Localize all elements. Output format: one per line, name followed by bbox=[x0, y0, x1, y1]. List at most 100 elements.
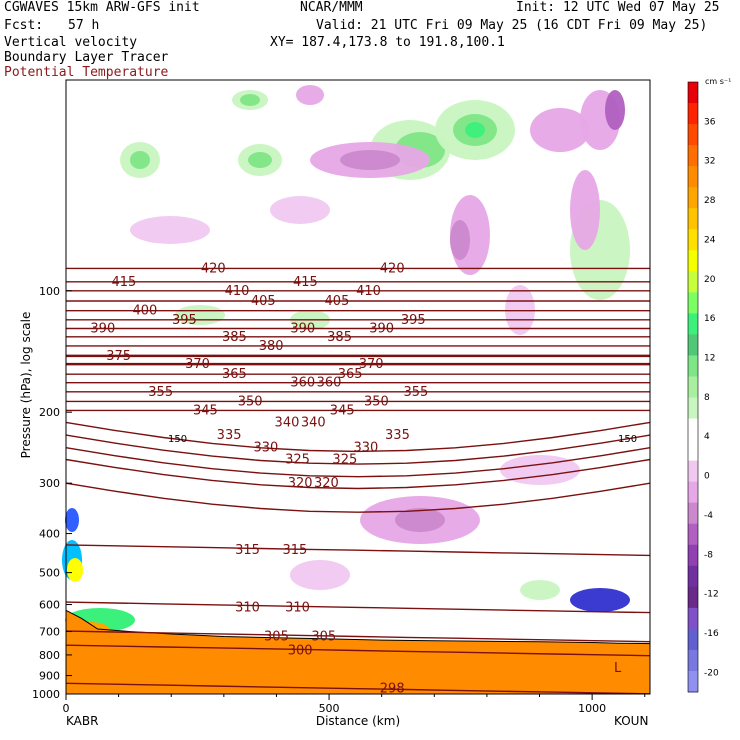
forecast-label: Fcst: bbox=[4, 18, 44, 33]
colorbar-swatch bbox=[688, 166, 698, 188]
theta-label-395: 395 bbox=[401, 313, 426, 328]
theta-label-370: 370 bbox=[359, 357, 384, 372]
y-axis-label: Pressure (hPa), log scale bbox=[19, 312, 33, 459]
colorbar-swatch bbox=[688, 502, 698, 525]
theta-label-330: 330 bbox=[353, 441, 378, 456]
colorbar-label: 20 bbox=[704, 275, 716, 285]
theta-label-365: 365 bbox=[338, 367, 363, 382]
y-tick-label: 900 bbox=[39, 670, 60, 683]
theta-label-385: 385 bbox=[222, 330, 247, 345]
colorbar-label: -8 bbox=[704, 550, 713, 560]
velocity-blob bbox=[296, 85, 324, 105]
velocity-blob bbox=[530, 108, 590, 152]
colorbar-label: 0 bbox=[704, 472, 710, 482]
velocity-blob bbox=[465, 122, 485, 138]
theta-label-410: 410 bbox=[225, 284, 250, 299]
theta-label-415: 415 bbox=[111, 275, 136, 290]
colorbar-label: 36 bbox=[704, 117, 716, 127]
theta-label-310: 310 bbox=[285, 600, 310, 615]
theta-label-395: 395 bbox=[172, 313, 197, 328]
colorbar-swatch bbox=[688, 82, 698, 104]
x-tick-label: 500 bbox=[319, 702, 340, 715]
theta-label-325: 325 bbox=[285, 452, 310, 467]
theta-label-345: 345 bbox=[193, 403, 218, 418]
colorbar-label: 16 bbox=[704, 314, 716, 324]
theta-label-315: 315 bbox=[235, 543, 260, 558]
velocity-blob bbox=[270, 196, 330, 224]
theta-label-305: 305 bbox=[311, 629, 336, 644]
theta-contour-330 bbox=[65, 447, 651, 478]
plot-frame bbox=[65, 79, 651, 695]
theta-label-410: 410 bbox=[356, 284, 381, 299]
theta-label-355: 355 bbox=[148, 385, 173, 400]
init-time: Init: 12 UTC Wed 07 May 25 bbox=[516, 0, 720, 15]
velocity-blob bbox=[570, 170, 600, 250]
x-tick-label: 0 bbox=[63, 702, 70, 715]
theta-label-320: 320 bbox=[288, 476, 313, 491]
theta-contour-310 bbox=[65, 601, 651, 614]
velocity-blob bbox=[450, 220, 470, 260]
theta-label-415: 415 bbox=[293, 275, 318, 290]
model-title: CGWAVES 15km ARW-GFS init bbox=[4, 0, 200, 15]
theta-contour-335 bbox=[65, 434, 651, 465]
colorbar-swatch bbox=[688, 481, 698, 504]
y-tick-label: 700 bbox=[39, 626, 60, 639]
colorbar-swatch bbox=[688, 145, 698, 167]
theta-label-350: 350 bbox=[238, 394, 263, 409]
theta-label-385: 385 bbox=[327, 330, 352, 345]
colorbar-label: 28 bbox=[704, 196, 716, 206]
velocity-blob bbox=[340, 150, 400, 170]
tracer-blob bbox=[67, 558, 83, 582]
theta-label-420: 420 bbox=[201, 261, 226, 276]
pressure-marker-right: 150 bbox=[618, 434, 637, 445]
theta-label-375: 375 bbox=[106, 349, 131, 364]
colorbar-label: 32 bbox=[704, 157, 715, 167]
theta-label-340: 340 bbox=[275, 415, 300, 430]
colorbar-swatch bbox=[688, 271, 698, 293]
org-label: NCAR/MMM bbox=[300, 0, 363, 15]
colorbar-swatch bbox=[688, 523, 698, 546]
theta-label-365: 365 bbox=[222, 367, 247, 382]
theta-label-320: 320 bbox=[314, 476, 339, 491]
terrain-shading bbox=[65, 609, 651, 695]
theta-label-390: 390 bbox=[90, 321, 115, 336]
y-tick-label: 300 bbox=[39, 477, 60, 490]
colorbar-swatch bbox=[688, 355, 698, 377]
theta-label-350: 350 bbox=[364, 394, 389, 409]
colorbar-swatch bbox=[688, 208, 698, 230]
theta-label-330: 330 bbox=[254, 441, 279, 456]
colorbar-label: -20 bbox=[704, 668, 719, 678]
theta-label-340: 340 bbox=[301, 415, 326, 430]
colorbar-label: 4 bbox=[704, 432, 710, 442]
cross-section-endpoints: XY= 187.4,173.8 to 191.8,100.1 bbox=[270, 35, 505, 50]
theta-label-325: 325 bbox=[332, 452, 357, 467]
theta-label-300: 300 bbox=[288, 643, 313, 658]
terrain-surface bbox=[65, 609, 651, 695]
theta-label-380: 380 bbox=[259, 339, 284, 354]
colorbar-swatch bbox=[688, 124, 698, 146]
y-tick-label: 600 bbox=[39, 599, 60, 612]
vertical-velocity-shading bbox=[62, 85, 630, 638]
velocity-blob bbox=[500, 455, 580, 485]
velocity-blob bbox=[248, 152, 272, 168]
velocity-blob bbox=[130, 151, 150, 169]
colorbar-swatch bbox=[688, 649, 698, 672]
theta-label-345: 345 bbox=[330, 403, 355, 418]
y-tick-label: 400 bbox=[39, 528, 60, 541]
colorbar-swatch bbox=[688, 292, 698, 314]
colorbar-swatch bbox=[688, 544, 698, 567]
theta-contour-320 bbox=[65, 482, 651, 513]
y-tick-label: 1000 bbox=[32, 688, 60, 701]
colorbar-label: -4 bbox=[704, 511, 713, 521]
colorbar-swatch bbox=[688, 187, 698, 209]
x-axis-label: Distance (km) bbox=[316, 714, 400, 728]
theta-contour-298 bbox=[65, 682, 651, 695]
theta-contour-305 bbox=[65, 630, 651, 643]
colorbar-frame bbox=[687, 81, 699, 693]
field-bl-tracer: Boundary Layer Tracer bbox=[4, 50, 169, 65]
y-tick-label: 200 bbox=[39, 406, 60, 419]
colorbar-swatch bbox=[688, 565, 698, 588]
velocity-blob bbox=[395, 508, 445, 532]
tracer-blob bbox=[65, 508, 79, 532]
